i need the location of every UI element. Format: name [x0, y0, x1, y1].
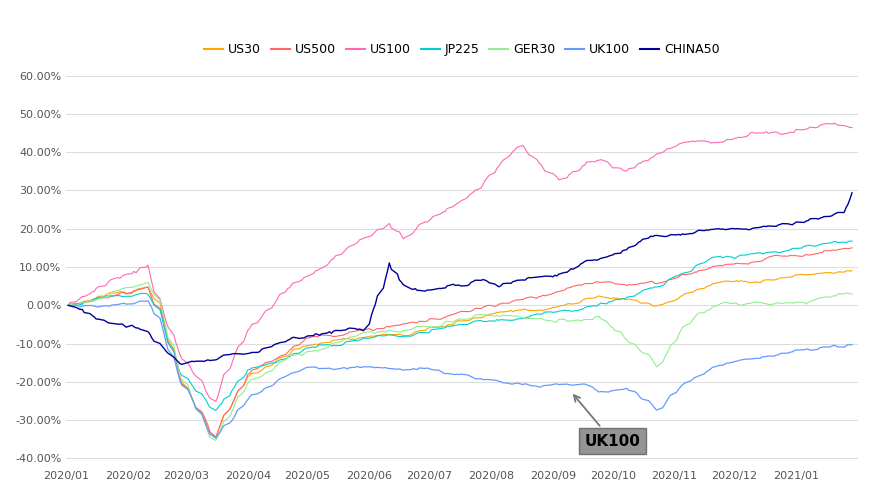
Line: JP225: JP225 — [68, 241, 852, 410]
Text: UK100: UK100 — [574, 395, 641, 449]
Line: CHINA50: CHINA50 — [68, 193, 852, 365]
Line: US30: US30 — [68, 271, 852, 437]
Line: US500: US500 — [68, 248, 852, 437]
Line: US100: US100 — [68, 123, 852, 401]
Legend: US30, US500, US100, JP225, GER30, UK100, CHINA50: US30, US500, US100, JP225, GER30, UK100,… — [200, 38, 725, 61]
Line: UK100: UK100 — [68, 301, 852, 438]
Line: GER30: GER30 — [68, 283, 852, 440]
